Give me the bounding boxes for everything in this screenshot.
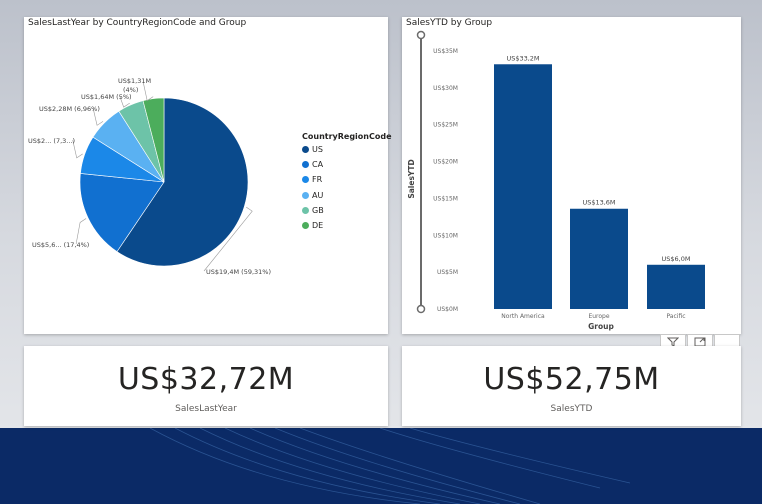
pie-leader-line [142,81,154,102]
legend-label: GB [312,205,324,215]
legend-label: FR [312,175,323,185]
legend-label: US [312,145,323,154]
bar-europe[interactable] [570,208,628,309]
legend-title: CountryRegionCode [302,132,392,141]
bar-north-america[interactable] [494,64,552,309]
y-axis-title: SalesYTD [407,159,416,198]
pie-data-label: US$2,28M (6,96%) [39,105,100,113]
y-tick-label: US$5M [437,269,458,276]
pie-chart: US$19,4M (59,31%) US$5,6... (17,4%) US$2..… [28,77,271,276]
pie-slice-ca[interactable] [79,173,165,253]
pie-chart-title: SalesLastYear by CountryRegionCode and G… [28,18,247,28]
bar-data-label: US$13,6M [582,199,615,207]
pie-data-label: US$5,6... (17,4%) [32,241,89,249]
x-tick-label: Europe [588,313,609,320]
pie-slice-us[interactable] [116,97,249,267]
pie-leader-line [203,206,253,272]
legend-label: CA [312,160,324,170]
kpi-card-sales-last-year[interactable]: US$32,72M SalesLastYear [24,346,388,426]
y-tick-label: US$0M [437,306,458,313]
slider-handle[interactable] [416,304,426,314]
pie-data-label: US$19,4M (59,31%) [206,268,271,276]
legend-marker [302,191,309,199]
legend-marker [302,222,309,229]
kpi-value: US$52,75M [483,362,660,397]
bar-chart-visual[interactable]: SalesYTD by Group SalesYTD US$0M US$5M US$1… [402,17,741,334]
decorative-waves [149,428,631,504]
pie-leader-line [75,218,87,245]
y-tick-label: US$30M [433,85,458,92]
x-tick-label: Pacific [666,313,685,320]
legend-marker [302,146,309,153]
legend-item-us[interactable]: US [302,145,323,155]
pie-leader-line [119,95,130,108]
kpi-card-sales-ytd[interactable]: US$52,75M SalesYTD [402,346,741,426]
legend-marker [302,206,309,214]
legend-marker [302,176,309,184]
bar-data-label: US$33,2M [506,54,539,62]
kpi-label: SalesYTD [550,404,593,414]
pie-slice-de[interactable] [142,97,165,183]
kpi-value: US$32,72M [117,362,295,397]
legend-label: AU [312,190,324,200]
kpi-label: SalesLastYear [175,404,237,414]
legend-item-au[interactable]: AU [302,191,323,201]
footer-band [0,428,762,504]
legend-item-de[interactable]: DE [302,221,323,231]
bar-data-label: US$6,0M [662,255,691,263]
bar-chart: SalesYTD US$0M US$5M US$10M US$15M US$20M US$2… [407,30,705,331]
pie-data-label: US$2... (7,3...) [28,137,75,145]
pie-chart-visual[interactable]: SalesLastYear by CountryRegionCode and G… [24,17,392,334]
legend-marker [302,161,309,169]
y-tick-label: US$15M [433,195,458,202]
x-tick-label: North America [501,313,545,320]
bar-pacific[interactable] [647,264,705,309]
pie-leader-line [72,139,83,159]
pie-leader-line [92,107,104,126]
legend-label: DE [312,221,324,230]
x-axis-title: Group [588,322,614,331]
y-tick-label: US$10M [433,232,458,239]
pie-data-label: US$1,31M [118,77,151,85]
legend-item-ca[interactable]: CA [302,160,323,170]
slider-handle[interactable] [416,30,426,40]
legend-item-fr[interactable]: FR [302,175,322,185]
y-tick-label: US$25M [433,122,458,129]
bar-chart-title: SalesYTD by Group [406,18,493,28]
y-tick-label: US$20M [433,159,458,166]
legend-item-gb[interactable]: GB [302,206,324,216]
pie-data-label: (4%) [123,86,138,94]
pie-data-label: US$1,64M (5%) [81,93,132,101]
y-tick-label: US$35M [433,48,458,55]
